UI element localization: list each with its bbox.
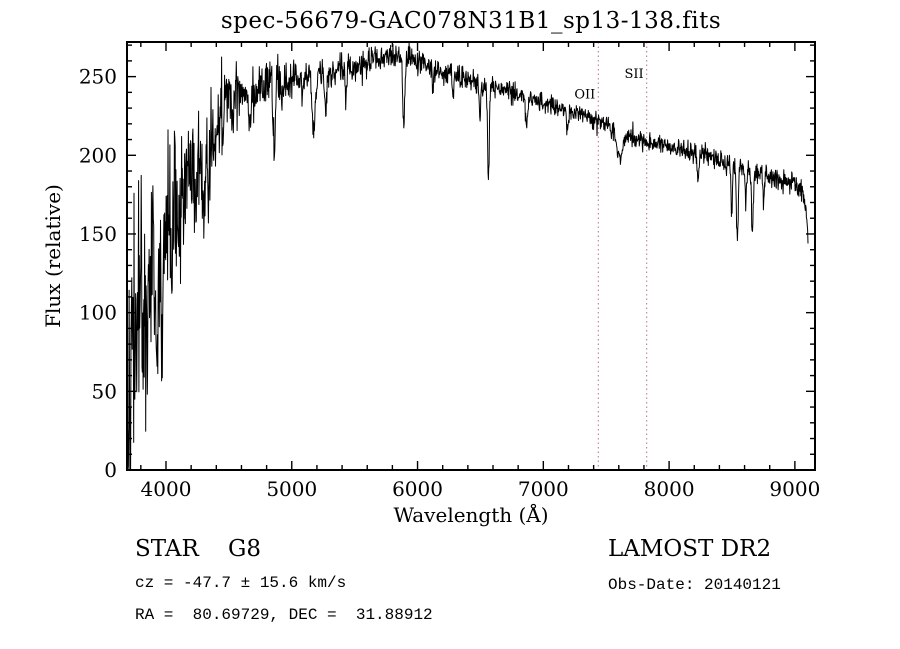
marker-label-sii: SII (625, 67, 644, 82)
y-tick-label: 0 (104, 458, 117, 482)
y-tick-label: 100 (79, 301, 117, 325)
x-axis-label: Wavelength (Å) (393, 502, 548, 527)
x-tick-label: 5000 (266, 477, 317, 501)
spectrum-line (126, 42, 809, 471)
ra-dec-label: RA = 80.69729, DEC = 31.88912 (135, 606, 433, 624)
object-class-label: STAR G8 (135, 536, 262, 562)
y-tick-label: 50 (92, 379, 117, 403)
y-tick-label: 150 (79, 222, 117, 246)
x-tick-label: 4000 (141, 477, 192, 501)
radial-velocity-label: cz = -47.7 ± 15.6 km/s (135, 574, 347, 592)
y-axis-label: Flux (relative) (41, 184, 65, 328)
plot-frame (126, 41, 816, 471)
chart-title: spec-56679-GAC078N31B1_sp13-138.fits (220, 8, 722, 34)
x-tick-label: 7000 (518, 477, 569, 501)
marker-label-oii: OII (574, 88, 595, 103)
x-tick-label: 9000 (769, 477, 820, 501)
x-tick-label: 6000 (392, 477, 443, 501)
survey-label: LAMOST DR2 (608, 536, 772, 562)
obs-date-label: Obs-Date: 20140121 (608, 576, 781, 594)
x-tick-label: 8000 (644, 477, 695, 501)
y-tick-label: 200 (79, 143, 117, 167)
y-tick-label: 250 (79, 65, 117, 89)
